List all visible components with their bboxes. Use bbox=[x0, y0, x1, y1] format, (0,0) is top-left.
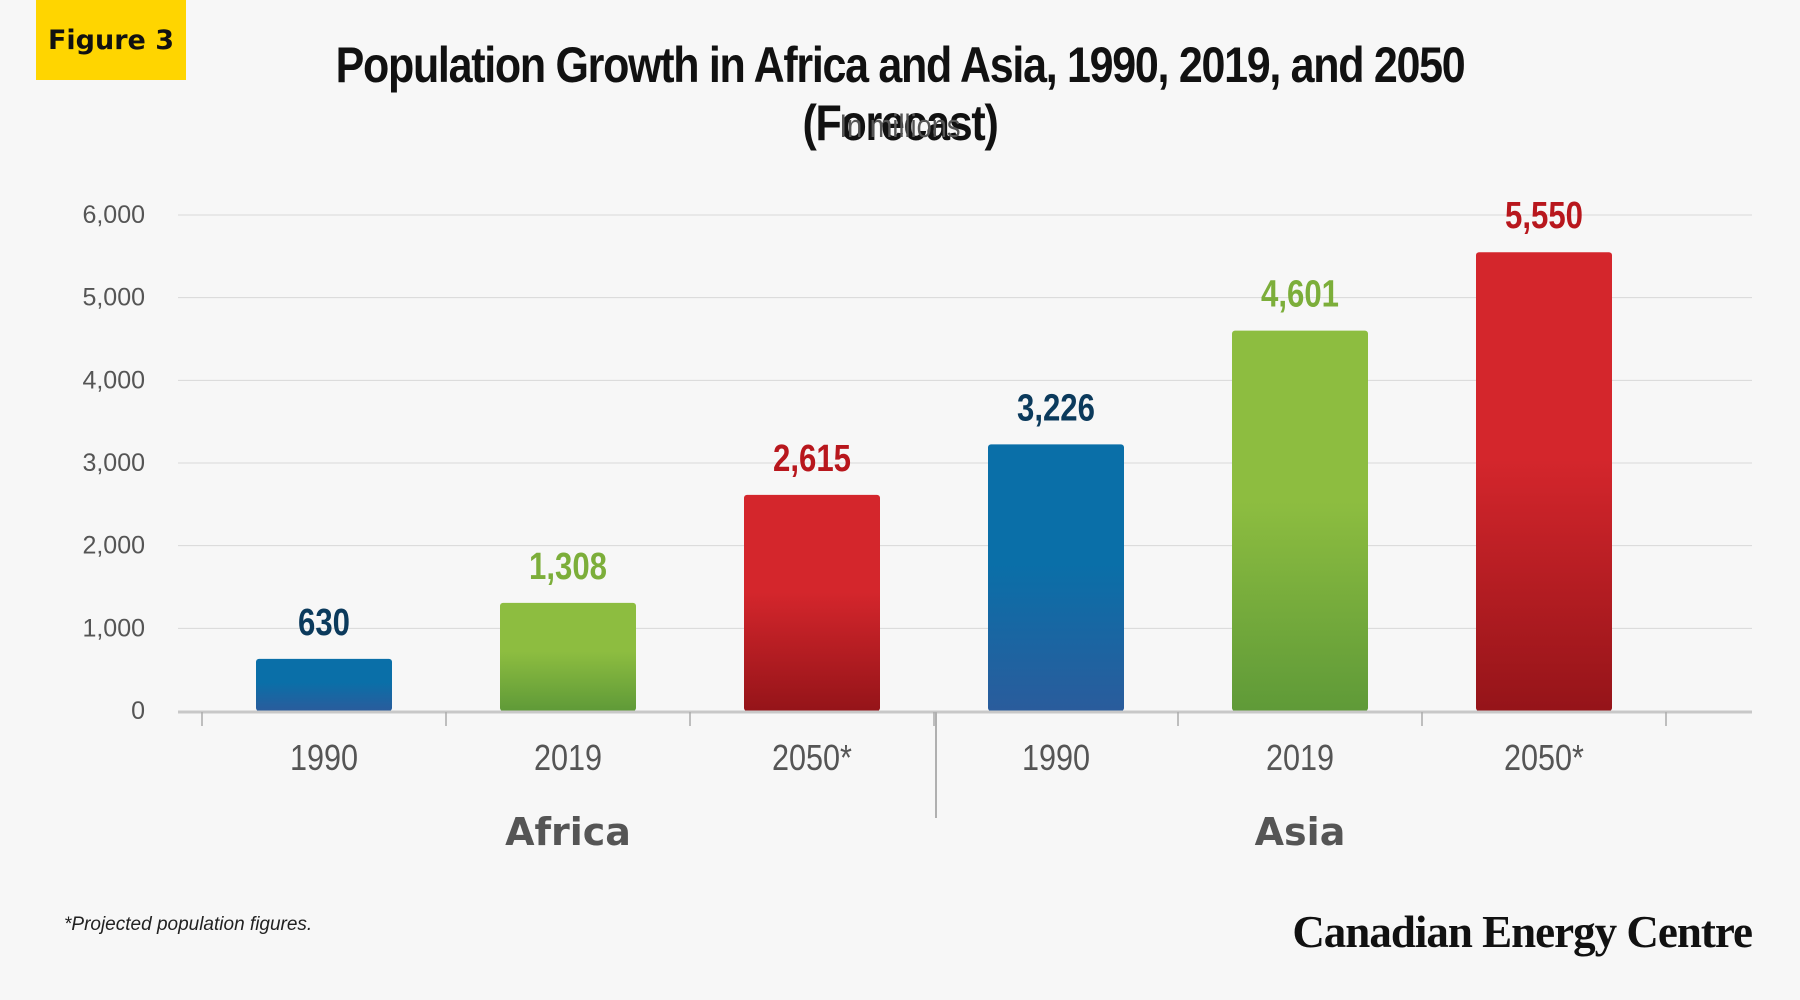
chart-title: Population Growth in Africa and Asia, 19… bbox=[335, 37, 1466, 151]
x-tick-label: 1990 bbox=[1022, 739, 1090, 779]
value-label: 4,601 bbox=[1261, 274, 1339, 316]
x-tick-label: 2019 bbox=[534, 739, 602, 779]
x-tick-label: 2050* bbox=[772, 739, 852, 779]
bar-asia-0 bbox=[988, 444, 1124, 711]
footnote: *Projected population figures. bbox=[64, 914, 313, 935]
y-tick-label: 0 bbox=[131, 697, 145, 725]
value-label: 2,615 bbox=[773, 438, 851, 480]
bar-africa-0 bbox=[256, 658, 392, 711]
x-tick-label: 1990 bbox=[290, 739, 358, 779]
value-label: 630 bbox=[298, 602, 350, 644]
group-label: Asia bbox=[1255, 810, 1346, 854]
y-tick-label: 3,000 bbox=[82, 449, 145, 477]
y-axis-ticks: 0 1,000 2,000 3,000 4,000 5,000 6,000 bbox=[82, 201, 145, 725]
figure-badge: Figure 3 bbox=[36, 0, 186, 80]
bar-asia-2 bbox=[1476, 252, 1612, 711]
x-tick-label: 2050* bbox=[1504, 739, 1584, 779]
x-axis: 1990 2019 2050* Africa 1990 2019 2050* Asia bbox=[178, 710, 1752, 854]
y-tick-label: 6,000 bbox=[82, 201, 145, 229]
x-tick-label: 2019 bbox=[1266, 739, 1334, 779]
y-tick-label: 2,000 bbox=[82, 532, 145, 560]
value-label: 5,550 bbox=[1505, 195, 1583, 237]
y-tick-label: 1,000 bbox=[82, 614, 145, 642]
bar-africa-1 bbox=[500, 602, 636, 711]
value-label: 1,308 bbox=[529, 546, 607, 588]
value-label: 3,226 bbox=[1017, 388, 1095, 430]
bar-asia-1 bbox=[1232, 330, 1368, 711]
y-tick-label: 5,000 bbox=[82, 284, 145, 312]
chart-subtitle: In millions bbox=[839, 108, 961, 144]
bar-africa-2 bbox=[744, 494, 880, 711]
y-tick-label: 4,000 bbox=[82, 366, 145, 394]
brand-logo: Canadian Energy Centre bbox=[1292, 907, 1753, 957]
bars bbox=[256, 252, 1612, 711]
group-label: Africa bbox=[505, 810, 631, 854]
value-labels: 630 1,308 2,615 3,226 4,601 5,550 bbox=[298, 195, 1583, 643]
